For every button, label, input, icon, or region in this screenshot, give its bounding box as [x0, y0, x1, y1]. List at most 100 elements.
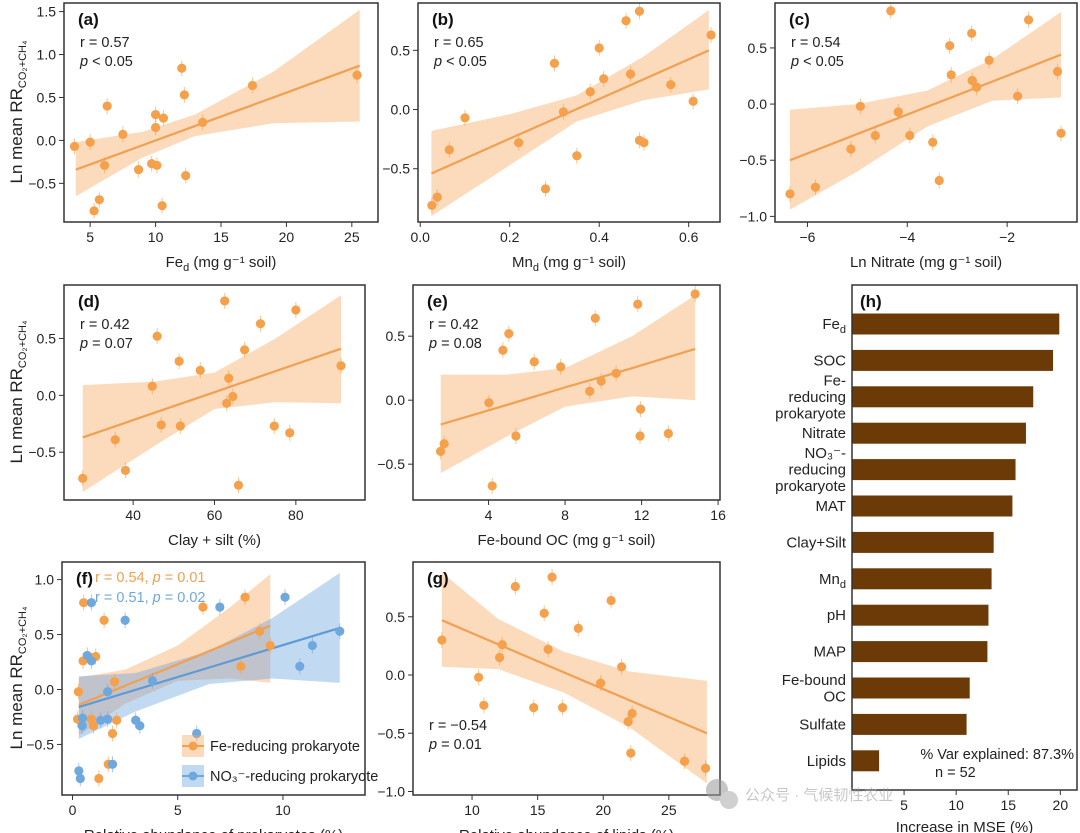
data-point-fe — [174, 356, 184, 366]
category-label: Fed — [822, 316, 846, 336]
x-tick-label: −6 — [799, 229, 815, 245]
data-point-fe — [596, 376, 606, 386]
regression-line-no3 — [78, 626, 341, 709]
data-point-fe — [625, 69, 636, 79]
legend-label: NO₃⁻-reducing prokaryote — [210, 769, 378, 785]
data-point-fe — [94, 195, 104, 205]
x-axis-label: Increase in MSE (%) — [896, 819, 1034, 833]
data-point-fe — [99, 615, 109, 625]
watermark-text: 公众号 · 气候韧性农业 — [745, 787, 893, 804]
data-point-fe — [666, 80, 676, 90]
data-point-fe — [444, 145, 454, 155]
data-point-fe — [663, 428, 673, 439]
stat-text: < 0.05 — [799, 54, 844, 70]
data-point-fe — [233, 480, 244, 490]
x-axis-label-main: Ln Nitrate (mg g⁻¹ soil) — [850, 254, 1002, 271]
regression-line-fe — [441, 619, 708, 735]
y-tick-label: 0.0 — [37, 132, 57, 148]
data-point-fe — [573, 623, 583, 634]
data-point-fe — [133, 165, 144, 175]
y-tick-label: −0.5 — [28, 175, 56, 191]
data-point-fe — [572, 151, 582, 161]
data-point-fe — [94, 773, 104, 784]
x-tick-label: −2 — [999, 229, 1015, 245]
category-label-text: reducing — [788, 462, 846, 479]
data-point-fe — [810, 182, 821, 192]
data-point-fe — [236, 661, 246, 672]
x-tick-label: 0.4 — [589, 229, 609, 245]
stat-line: p < 0.05 — [790, 54, 844, 70]
data-point-fe — [110, 677, 120, 687]
data-point-no3 — [147, 676, 158, 686]
category-label: Nitrate — [802, 425, 846, 442]
stat-line: r = 0.65 — [434, 35, 484, 51]
sample-size-note: n = 52 — [935, 765, 976, 781]
y-tick-label: −0.5 — [377, 456, 405, 472]
data-point-fe — [439, 439, 449, 449]
data-point-no3 — [335, 626, 345, 636]
confidence-band-fe — [78, 574, 271, 736]
data-point-fe — [224, 373, 234, 383]
x-tick-label: 40 — [125, 507, 141, 523]
bar — [852, 568, 992, 590]
x-tick-label: 20 — [595, 802, 611, 818]
data-point-fe — [1012, 91, 1023, 101]
data-point-fe — [494, 652, 505, 663]
data-point-fe — [905, 130, 915, 141]
panel-label: (g) — [427, 569, 449, 588]
data-point-fe — [934, 175, 944, 186]
data-point-fe — [529, 703, 539, 713]
legend-item-no3: NO₃⁻-reducing prokaryote — [182, 765, 378, 787]
watermark: 公众号 · 气候韧性农业 — [706, 779, 893, 809]
x-tick-label: 0.2 — [500, 229, 520, 245]
x-tick-label: 0.6 — [679, 229, 699, 245]
data-point-fe — [195, 365, 205, 375]
plot-frame — [774, 2, 1078, 223]
category-label: prokaryote — [775, 478, 846, 495]
stat-text: r = −0.54 — [429, 718, 487, 734]
data-point-fe — [706, 30, 716, 40]
stat-line: r = 0.42 — [429, 317, 479, 333]
x-axis-label-sub: d — [533, 262, 539, 274]
panel-f: 0 5 10 −0.5 0.0 0.5 1.0 Relative abundance of p… — [26, 561, 378, 833]
stat-text: < 0.05 — [442, 54, 487, 70]
category-label: Lipids — [807, 753, 846, 770]
y-tick-label: 0.0 — [748, 96, 768, 112]
data-point-no3 — [74, 766, 84, 776]
category-label-text: MAT — [815, 498, 846, 515]
data-point-fe — [79, 598, 89, 608]
panel-label: (f) — [76, 569, 93, 588]
stat-text: = 0.02 — [161, 590, 206, 606]
panel-a: 5 10 15 20 25 −0.5 0.0 0.5 1.0 1.5 Fed (mg g⁻¹ soi… — [28, 2, 379, 274]
data-point-fe — [510, 581, 520, 592]
confidence-band-fe — [75, 9, 360, 197]
legend-label: Fe-reducing prokaryote — [210, 739, 360, 755]
stat-text: r = 0.54, — [95, 570, 153, 586]
y-axis-label: Ln mean RRCO₂+CH₄ — [7, 320, 29, 464]
category-label-text: NO₃⁻- — [804, 445, 846, 462]
y-tick-label: 0.5 — [37, 89, 57, 105]
data-point-fe — [336, 361, 346, 371]
panel-label: (h) — [860, 292, 882, 311]
data-point-fe — [497, 640, 507, 650]
data-point-fe — [621, 16, 631, 26]
x-axis-label: Relative abundance of prokaryotes (%) — [84, 827, 343, 833]
data-point-fe — [150, 110, 161, 120]
data-point-no3 — [96, 715, 106, 725]
x-tick-label: 8 — [561, 507, 569, 523]
data-point-fe — [1052, 66, 1063, 77]
category-label-text: pH — [827, 607, 846, 624]
x-tick-label: 0 — [69, 802, 77, 818]
data-point-fe — [617, 662, 627, 672]
data-point-fe — [69, 141, 80, 152]
regression-line-fe — [440, 347, 696, 426]
panel-e: 4 8 12 16 −0.5 0.0 0.5 Fe-bound OC (mg g⁻¹ soil… — [377, 284, 726, 549]
data-point-fe — [886, 6, 896, 16]
panel-d: 40 60 80 −0.5 0.0 0.5 Clay + silt (%) (d) r = 0.… — [28, 284, 366, 549]
bar — [852, 713, 967, 735]
x-axis-label: Mnd (mg g⁻¹ soil) — [512, 254, 626, 274]
category-label-text: Mn — [819, 571, 840, 588]
data-point-fe — [228, 391, 238, 402]
category-label: NO₃⁻- — [804, 445, 846, 462]
bar — [852, 349, 1054, 371]
